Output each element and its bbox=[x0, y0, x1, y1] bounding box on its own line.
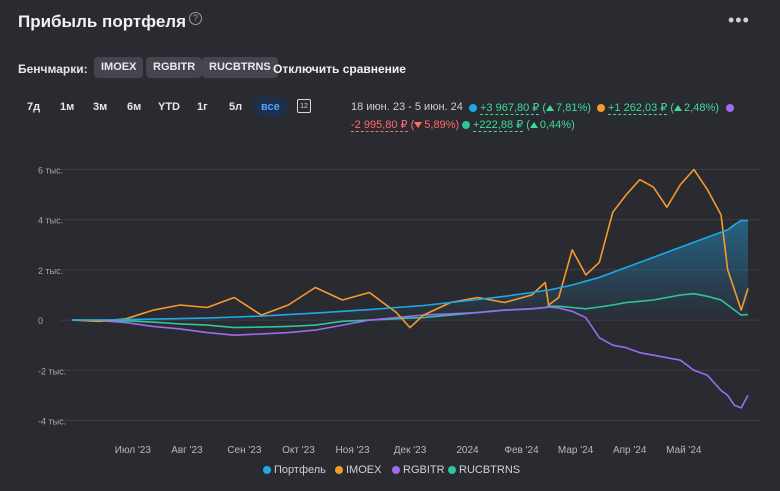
x-tick-label: Мар '24 bbox=[558, 445, 594, 456]
rucbtrns-pct: 0,44% bbox=[539, 119, 572, 131]
calendar-icon[interactable]: 12 bbox=[297, 99, 311, 113]
rucbtrns-value: +222,88 ₽ bbox=[473, 119, 524, 132]
x-tick-label: Ноя '23 bbox=[336, 445, 370, 456]
series-line-RGBITR bbox=[71, 306, 749, 409]
legend-rgbitr[interactable]: RGBITR bbox=[392, 464, 445, 476]
legend-rucbtrns[interactable]: RUCBTRNS bbox=[448, 464, 520, 476]
x-tick-label: Сен '23 bbox=[227, 445, 262, 456]
benchmarks-label: Бенчмарки: bbox=[18, 62, 88, 76]
up-arrow-icon bbox=[546, 105, 555, 111]
up-arrow-icon bbox=[529, 122, 538, 128]
benchmark-chip-imoex[interactable]: IMOEX bbox=[94, 57, 144, 78]
x-tick-label: Май '24 bbox=[666, 445, 702, 456]
rucbtrns-dot bbox=[462, 121, 470, 130]
portfolio-area bbox=[72, 220, 748, 321]
rgbitr-pct: 5,89% bbox=[424, 119, 456, 131]
x-tick-label: Авг '23 bbox=[171, 445, 203, 456]
legend-rucbtrns-label: RUCBTRNS bbox=[459, 464, 521, 476]
disable-comparison-link[interactable]: Отключить сравнение bbox=[273, 62, 406, 76]
legend-rgbitr-label: RGBITR bbox=[403, 464, 445, 476]
stat-portfolio: +3 967,80 ₽ (7,81%) bbox=[469, 101, 591, 115]
x-tick-label: Окт '23 bbox=[282, 445, 315, 456]
period-6m[interactable]: 6м bbox=[127, 101, 142, 113]
legend-rgbitr-dot bbox=[392, 466, 400, 475]
stat-imoex: +1 262,03 ₽ (2,48%) bbox=[597, 101, 737, 115]
benchmark-chip-rgbitr[interactable]: RGBITR bbox=[146, 57, 203, 78]
period-1m[interactable]: 1м bbox=[60, 101, 75, 113]
y-tick-label: 6 тыс. bbox=[38, 166, 63, 176]
date-range: 18 июн. 23 - 5 июн. 24 bbox=[351, 101, 463, 113]
legend-imoex[interactable]: IMOEX bbox=[335, 464, 381, 476]
rgbitr-value: -2 995,80 ₽ bbox=[351, 119, 408, 132]
portfolio-value: +3 967,80 ₽ bbox=[480, 102, 540, 115]
period-ytd[interactable]: YTD bbox=[158, 101, 180, 113]
series-line-Портфель bbox=[71, 219, 748, 321]
up-arrow-icon bbox=[674, 105, 683, 111]
period-7d[interactable]: 7д bbox=[27, 101, 41, 113]
page-title: Прибыль портфеля? bbox=[18, 12, 203, 32]
period-all[interactable]: все bbox=[253, 97, 288, 117]
x-tick-label: Фев '24 bbox=[504, 445, 539, 456]
period-1y[interactable]: 1г bbox=[197, 101, 208, 113]
title-text: Прибыль портфеля bbox=[18, 12, 187, 31]
y-tick-label: -2 тыс. bbox=[38, 366, 66, 376]
y-tick-label: -4 тыс. bbox=[38, 416, 66, 426]
y-tick-label: 2 тыс. bbox=[38, 266, 63, 276]
period-5y[interactable]: 5л bbox=[229, 101, 243, 113]
portfolio-pct: 7,81% bbox=[556, 102, 588, 114]
imoex-pct: 2,48% bbox=[684, 102, 716, 114]
legend-imoex-dot bbox=[335, 466, 343, 475]
rgbitr-dot bbox=[725, 104, 734, 113]
legend-portfolio-dot bbox=[263, 466, 271, 475]
legend-portfolio[interactable]: Портфель bbox=[263, 464, 326, 476]
benchmark-chip-rucbtrns[interactable]: RUCBTRNS bbox=[202, 57, 278, 78]
legend-rucbtrns-dot bbox=[448, 466, 456, 475]
imoex-dot bbox=[597, 104, 605, 113]
x-tick-label: Апр '24 bbox=[613, 445, 647, 456]
y-tick-label: 0 bbox=[38, 316, 43, 326]
portfolio-dot bbox=[469, 104, 477, 113]
y-tick-label: 4 тыс. bbox=[38, 216, 63, 226]
stat-rucbtrns: +222,88 ₽ (0,44%) bbox=[462, 118, 575, 132]
more-menu-icon[interactable]: ••• bbox=[728, 10, 750, 30]
x-tick-label: Июл '23 bbox=[115, 445, 152, 456]
stat-rgbitr: -2 995,80 ₽ (5,89%) bbox=[351, 119, 460, 132]
help-icon[interactable]: ? bbox=[189, 12, 203, 25]
down-arrow-icon bbox=[414, 122, 423, 128]
series-line-IMOEX bbox=[71, 168, 749, 329]
legend-portfolio-label: Портфель bbox=[274, 464, 326, 476]
period-3m[interactable]: 3м bbox=[93, 101, 108, 113]
calendar-icon-text: 12 bbox=[300, 103, 308, 110]
legend-imoex-label: IMOEX bbox=[346, 464, 382, 476]
x-tick-label: 2024 bbox=[456, 445, 479, 456]
imoex-value: +1 262,03 ₽ bbox=[608, 102, 668, 115]
x-tick-label: Дек '23 bbox=[394, 445, 427, 456]
